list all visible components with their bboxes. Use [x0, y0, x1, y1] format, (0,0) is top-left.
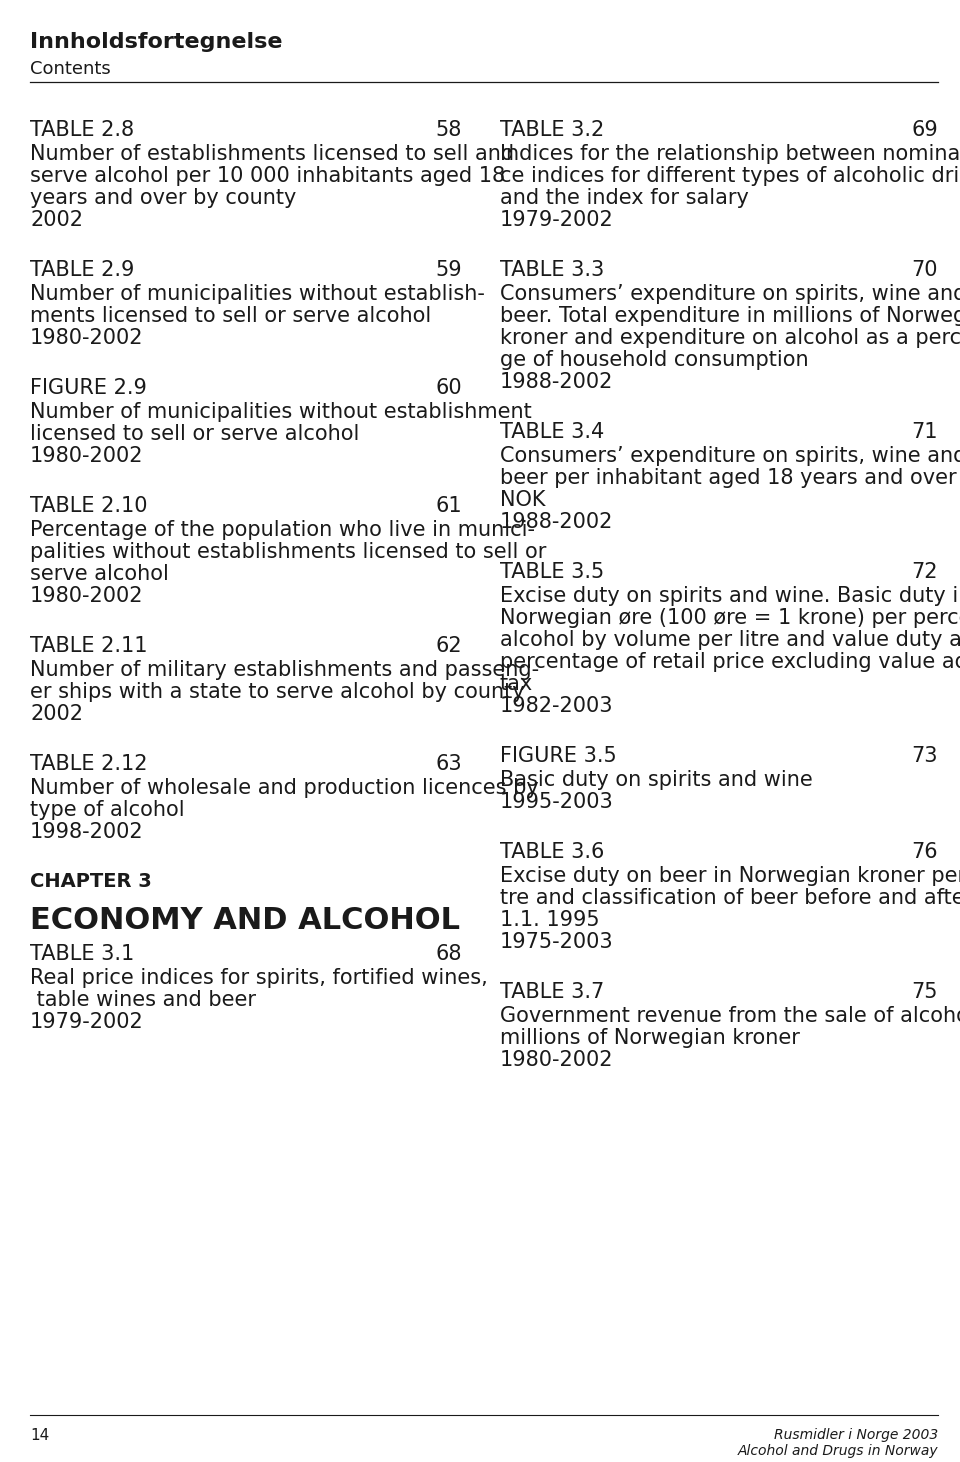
Text: FIGURE 2.9: FIGURE 2.9 [30, 379, 147, 398]
Text: Excise duty on beer in Norwegian kroner per li-: Excise duty on beer in Norwegian kroner … [500, 866, 960, 886]
Text: 1988-2002: 1988-2002 [500, 371, 613, 392]
Text: 63: 63 [436, 754, 462, 773]
Text: TABLE 2.11: TABLE 2.11 [30, 636, 148, 656]
Text: TABLE 2.10: TABLE 2.10 [30, 496, 148, 516]
Text: 61: 61 [436, 496, 462, 516]
Text: palities without establishments licensed to sell or: palities without establishments licensed… [30, 542, 546, 561]
Text: 14: 14 [30, 1428, 49, 1443]
Text: Consumers’ expenditure on spirits, wine and: Consumers’ expenditure on spirits, wine … [500, 446, 960, 466]
Text: 1979-2002: 1979-2002 [500, 211, 613, 230]
Text: NOK: NOK [500, 490, 545, 510]
Text: millions of Norwegian kroner: millions of Norwegian kroner [500, 1028, 800, 1048]
Text: Government revenue from the sale of alcohol in: Government revenue from the sale of alco… [500, 1006, 960, 1026]
Text: TABLE 2.9: TABLE 2.9 [30, 260, 134, 281]
Text: ments licensed to sell or serve alcohol: ments licensed to sell or serve alcohol [30, 306, 431, 326]
Text: beer. Total expenditure in millions of Norwegian: beer. Total expenditure in millions of N… [500, 306, 960, 326]
Text: FIGURE 3.5: FIGURE 3.5 [500, 746, 616, 766]
Text: Number of establishments licensed to sell and: Number of establishments licensed to sel… [30, 143, 515, 164]
Text: Indices for the relationship between nominal pri-: Indices for the relationship between nom… [500, 143, 960, 164]
Text: 1980-2002: 1980-2002 [30, 446, 143, 466]
Text: Percentage of the population who live in munici-: Percentage of the population who live in… [30, 520, 535, 539]
Text: Excise duty on spirits and wine. Basic duty in: Excise duty on spirits and wine. Basic d… [500, 586, 960, 607]
Text: 1988-2002: 1988-2002 [500, 512, 613, 532]
Text: 58: 58 [436, 120, 462, 140]
Text: and the index for salary: and the index for salary [500, 189, 749, 208]
Text: 1.1. 1995: 1.1. 1995 [500, 909, 600, 930]
Text: TABLE 3.6: TABLE 3.6 [500, 842, 605, 863]
Text: TABLE 2.12: TABLE 2.12 [30, 754, 148, 773]
Text: Number of wholesale and production licences by: Number of wholesale and production licen… [30, 778, 539, 798]
Text: kroner and expenditure on alcohol as a percenta-: kroner and expenditure on alcohol as a p… [500, 327, 960, 348]
Text: table wines and beer: table wines and beer [30, 990, 256, 1010]
Text: 60: 60 [436, 379, 462, 398]
Text: serve alcohol: serve alcohol [30, 564, 169, 583]
Text: Number of military establishments and passeng-: Number of military establishments and pa… [30, 659, 540, 680]
Text: 1980-2002: 1980-2002 [30, 586, 143, 607]
Text: alcohol by volume per litre and value duty as a: alcohol by volume per litre and value du… [500, 630, 960, 651]
Text: 1998-2002: 1998-2002 [30, 822, 144, 842]
Text: serve alcohol per 10 000 inhabitants aged 18: serve alcohol per 10 000 inhabitants age… [30, 167, 505, 186]
Text: Contents: Contents [30, 60, 110, 77]
Text: TABLE 2.8: TABLE 2.8 [30, 120, 134, 140]
Text: TABLE 3.2: TABLE 3.2 [500, 120, 604, 140]
Text: 70: 70 [911, 260, 938, 281]
Text: Norwegian øre (100 øre = 1 krone) per percent: Norwegian øre (100 øre = 1 krone) per pe… [500, 608, 960, 629]
Text: 2002: 2002 [30, 705, 83, 724]
Text: Number of municipalities without establishment: Number of municipalities without establi… [30, 402, 532, 423]
Text: Number of municipalities without establish-: Number of municipalities without establi… [30, 284, 485, 304]
Text: 75: 75 [911, 982, 938, 1001]
Text: ge of household consumption: ge of household consumption [500, 349, 808, 370]
Text: TABLE 3.7: TABLE 3.7 [500, 982, 604, 1001]
Text: CHAPTER 3: CHAPTER 3 [30, 871, 152, 890]
Text: 1975-2003: 1975-2003 [500, 931, 613, 952]
Text: tax: tax [500, 674, 533, 694]
Text: Basic duty on spirits and wine: Basic duty on spirits and wine [500, 770, 813, 789]
Text: TABLE 3.5: TABLE 3.5 [500, 561, 604, 582]
Text: 2002: 2002 [30, 211, 83, 230]
Text: 59: 59 [436, 260, 462, 281]
Text: TABLE 3.4: TABLE 3.4 [500, 423, 604, 442]
Text: 76: 76 [911, 842, 938, 863]
Text: 72: 72 [911, 561, 938, 582]
Text: 1995-2003: 1995-2003 [500, 792, 613, 811]
Text: 71: 71 [911, 423, 938, 442]
Text: 1980-2002: 1980-2002 [500, 1050, 613, 1070]
Text: 1979-2002: 1979-2002 [30, 1012, 144, 1032]
Text: percentage of retail price excluding value added: percentage of retail price excluding val… [500, 652, 960, 673]
Text: Consumers’ expenditure on spirits, wine and: Consumers’ expenditure on spirits, wine … [500, 284, 960, 304]
Text: type of alcohol: type of alcohol [30, 800, 184, 820]
Text: 1980-2002: 1980-2002 [30, 327, 143, 348]
Text: 68: 68 [436, 944, 462, 963]
Text: er ships with a state to serve alcohol by county: er ships with a state to serve alcohol b… [30, 681, 524, 702]
Text: licensed to sell or serve alcohol: licensed to sell or serve alcohol [30, 424, 359, 444]
Text: Innholdsfortegnelse: Innholdsfortegnelse [30, 32, 282, 53]
Text: 62: 62 [436, 636, 462, 656]
Text: ce indices for different types of alcoholic drink: ce indices for different types of alcoho… [500, 167, 960, 186]
Text: ECONOMY AND ALCOHOL: ECONOMY AND ALCOHOL [30, 906, 460, 936]
Text: Alcohol and Drugs in Norway: Alcohol and Drugs in Norway [737, 1444, 938, 1458]
Text: Rusmidler i Norge 2003: Rusmidler i Norge 2003 [774, 1428, 938, 1442]
Text: beer per inhabitant aged 18 years and over in: beer per inhabitant aged 18 years and ov… [500, 468, 960, 488]
Text: TABLE 3.1: TABLE 3.1 [30, 944, 134, 963]
Text: 1982-2003: 1982-2003 [500, 696, 613, 716]
Text: 69: 69 [911, 120, 938, 140]
Text: TABLE 3.3: TABLE 3.3 [500, 260, 604, 281]
Text: years and over by county: years and over by county [30, 189, 297, 208]
Text: tre and classification of beer before and after: tre and classification of beer before an… [500, 887, 960, 908]
Text: 73: 73 [911, 746, 938, 766]
Text: Real price indices for spirits, fortified wines,: Real price indices for spirits, fortifie… [30, 968, 488, 988]
